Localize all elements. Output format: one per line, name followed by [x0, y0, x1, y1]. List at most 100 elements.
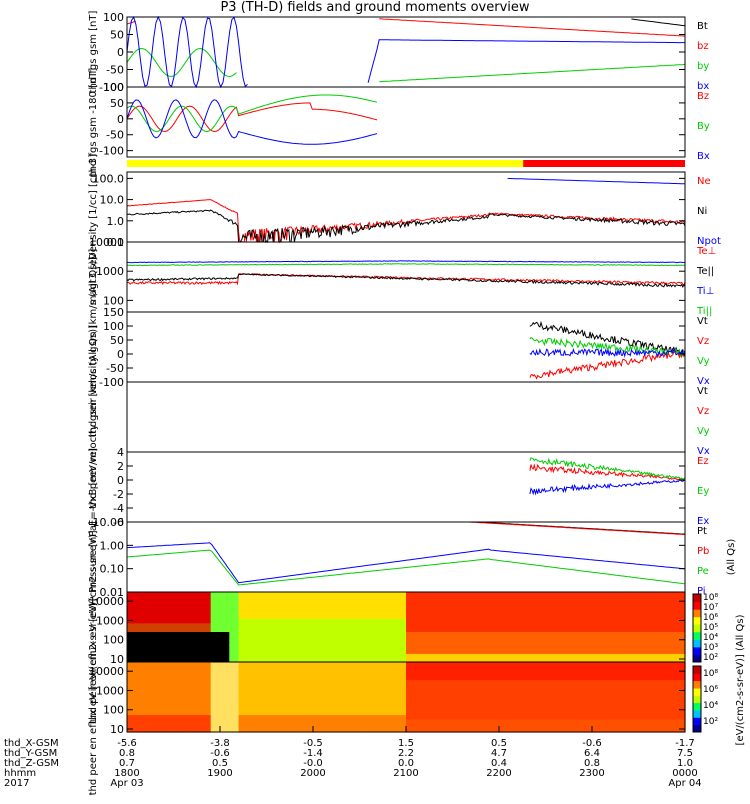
spectrogram-cell — [433, 631, 444, 637]
spectrogram-cell — [396, 675, 407, 681]
series-Vy-line — [529, 336, 686, 358]
spectrogram-cell — [471, 618, 481, 624]
spectrogram-cell — [257, 683, 268, 689]
spectrogram-cell — [545, 640, 556, 646]
colorbar-peir-swatch — [693, 616, 701, 625]
spectrogram-cell — [480, 605, 491, 611]
spectrogram-cell — [275, 705, 286, 711]
spectrogram-cell — [303, 723, 314, 729]
spectrogram-cell — [238, 644, 249, 650]
spectrogram-cell — [322, 705, 333, 711]
spectrogram-cell — [210, 600, 221, 606]
spectrogram-cell — [182, 618, 193, 624]
spectrogram-cell — [536, 723, 547, 729]
spectrogram-cell — [173, 705, 184, 711]
spectrogram-cell — [266, 657, 277, 663]
spectrogram-cell — [573, 710, 584, 716]
spectrogram-cell — [247, 648, 258, 654]
spectrogram-cell — [266, 609, 277, 615]
spectrogram-cell — [145, 600, 156, 606]
x-row-label-thd_Y-GSM: thd_Y-GSM — [4, 748, 57, 759]
spectrogram-cell — [340, 692, 351, 698]
spectrogram-cell — [424, 600, 435, 606]
spectrogram-cell — [173, 653, 184, 659]
x-value: 6.4 — [584, 748, 600, 759]
spectrogram-cell — [406, 640, 416, 646]
spectrogram-cell — [573, 640, 584, 646]
spectrogram-cell — [145, 710, 156, 716]
spectrogram-cell — [266, 666, 277, 672]
spectrogram-cell — [294, 701, 305, 707]
spectrogram-cell — [619, 688, 630, 694]
spectrogram-cell — [145, 666, 156, 672]
spectrogram-cell — [173, 627, 184, 632]
spectrogram-cell — [229, 605, 240, 611]
series-Te||-line — [126, 273, 686, 288]
spectrogram-cell — [564, 666, 574, 672]
spectrogram-cell — [657, 618, 667, 624]
spectrogram-cell — [433, 609, 444, 615]
colorbar-tick: 10² — [703, 717, 718, 727]
spectrogram-cell — [294, 697, 305, 702]
spectrogram-cell — [275, 662, 286, 667]
spectrogram-cell — [303, 657, 314, 663]
spectrogram-cell — [340, 648, 351, 654]
spectrogram-cell — [387, 609, 398, 615]
spectrogram-cell — [499, 648, 509, 654]
panel-p9: thd peir en eflux eV [eV/(cm2-s-sr-eV)]1… — [88, 530, 686, 724]
spectrogram-cell — [461, 670, 472, 676]
spectrogram-cell — [406, 635, 416, 641]
spectrogram-cell — [257, 605, 268, 611]
spectrogram-cell — [638, 675, 649, 681]
spectrogram-cell — [322, 609, 333, 615]
spectrogram-cell — [508, 666, 519, 672]
spectrogram-cell — [545, 653, 556, 659]
x-value: 0.5 — [491, 738, 507, 749]
spectrogram-cell — [238, 710, 249, 716]
spectrogram-cell — [461, 697, 472, 702]
spectrogram-cell — [285, 701, 295, 707]
spectrogram-cell — [489, 605, 500, 611]
spectrogram-cell — [536, 631, 547, 637]
spectrogram-cell — [322, 670, 333, 676]
spectrogram-cell — [396, 618, 407, 624]
spectrogram-cell — [313, 648, 323, 654]
spectrogram-cell — [350, 644, 361, 650]
spectrogram-cell — [294, 618, 305, 624]
spectrogram-cell — [619, 697, 630, 702]
spectrogram-cell — [499, 662, 509, 667]
spectrogram-cell — [220, 627, 230, 632]
spectrogram-cell — [294, 596, 305, 602]
spectrogram-cell — [517, 697, 528, 702]
spectrogram-cell — [471, 675, 481, 681]
spectrogram-cell — [359, 613, 370, 619]
spectrogram-cell — [322, 627, 333, 632]
spectrogram-cell — [480, 627, 491, 632]
spectrogram-cell — [247, 605, 258, 611]
spectrogram-cell — [406, 609, 416, 615]
legend-Vy: Vy — [697, 356, 710, 367]
series-Ti⊥-line — [126, 260, 686, 264]
spectrogram-cell — [127, 631, 137, 637]
spectrogram-cell — [387, 718, 398, 724]
y-tick-label: 10000 — [89, 665, 124, 678]
spectrogram-cell — [201, 640, 212, 646]
spectrogram-cell — [601, 631, 612, 637]
spectrogram-cell — [564, 705, 574, 711]
spectrogram-cell — [164, 662, 175, 667]
spectrogram-cell — [266, 653, 277, 659]
spectrogram-cell — [536, 592, 547, 597]
spectrogram-cell — [415, 648, 426, 654]
spectrogram-cell — [247, 670, 258, 676]
spectrogram-cell — [303, 727, 314, 733]
spectrogram-cell — [378, 635, 388, 641]
spectrogram-cell — [368, 644, 379, 650]
spectrogram-cell — [424, 688, 435, 694]
spectrogram-cell — [247, 653, 258, 659]
spectrogram-cell — [415, 592, 426, 597]
spectrogram-cell — [545, 600, 556, 606]
spectrogram-cell — [322, 718, 333, 724]
spectrogram-cell — [638, 657, 649, 663]
spectrogram-cell — [406, 697, 416, 702]
spectrogram-cell — [601, 627, 612, 632]
